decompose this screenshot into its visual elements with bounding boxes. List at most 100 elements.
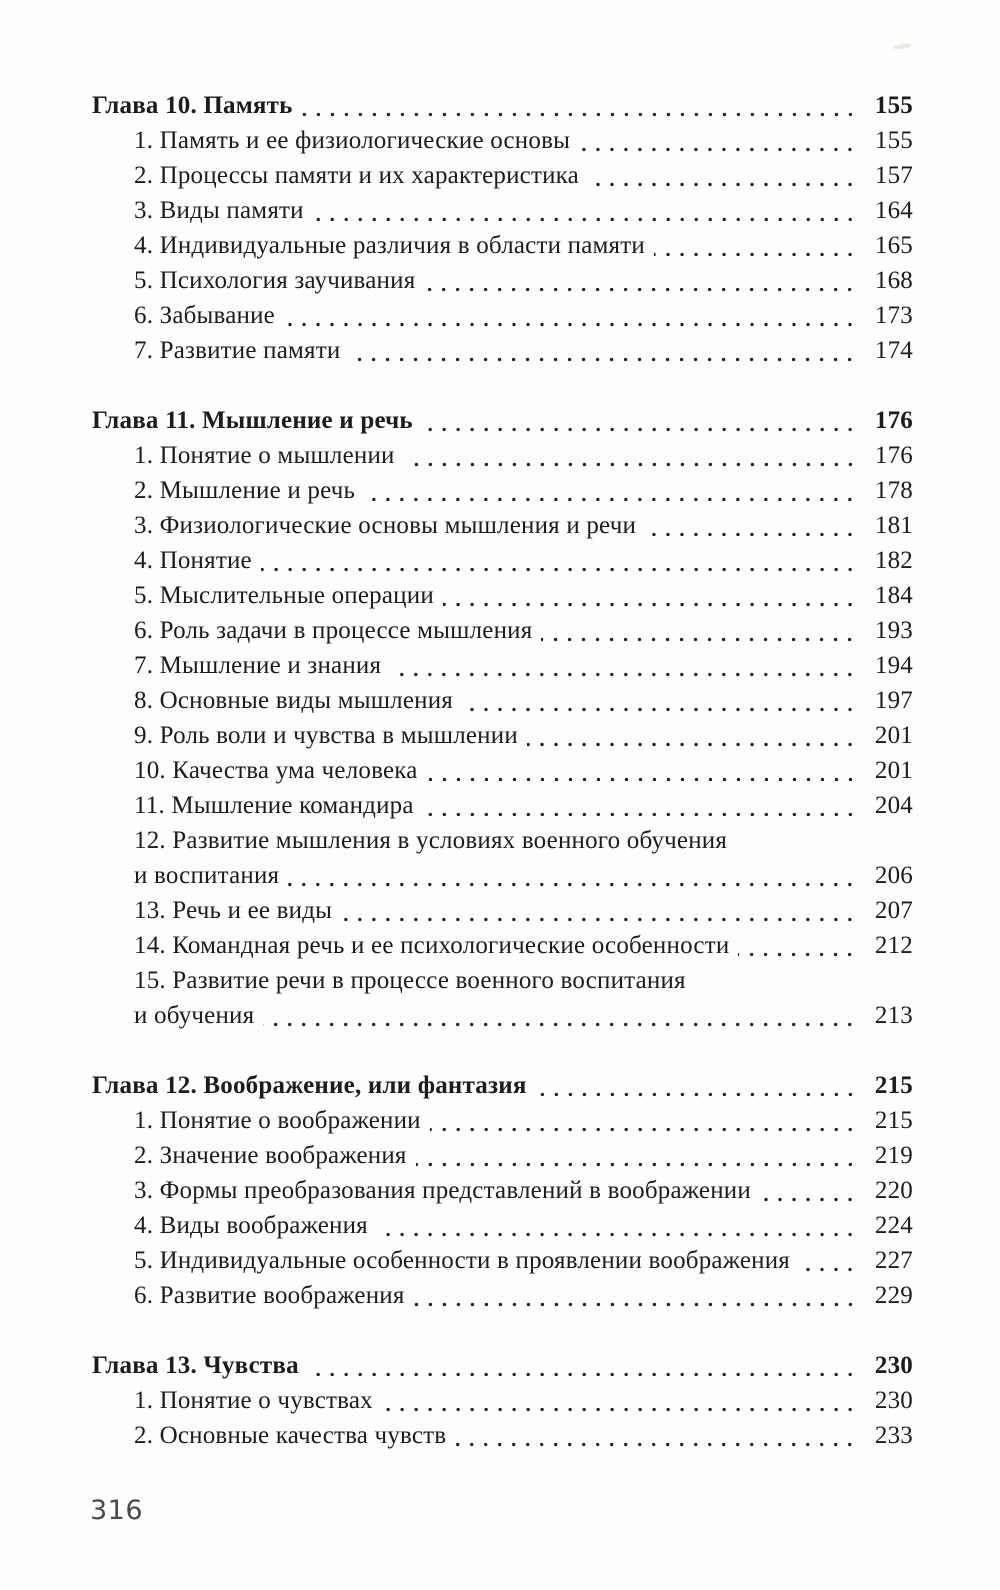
toc-entry-title: 2. Значение воображения [134,1142,407,1169]
scan-artifact [892,42,912,51]
toc-entry-page-number: 230 [874,1387,913,1414]
toc-entry-title: 2. Мышление и речь [134,477,356,504]
toc-entry-title: 7. Развитие памяти [134,337,341,364]
toc-entry-title: 6. Забывание [134,302,275,329]
toc-entry-page-number: 220 [874,1177,913,1204]
toc-chapter-items: 1. Память и ее физиологические основы 155… [92,123,913,368]
toc-entry-page-number: 233 [874,1422,913,1449]
toc-entry-page-number: 193 [874,617,913,644]
dot-leader [349,333,859,368]
toc-chapter-items: 1. Понятие о мышлении 176 2. Мышление и ре… [92,438,913,1033]
toc-entry-row: 9. Роль воли и чувства в мышлении 201 [92,718,913,753]
toc-entry-row: 2. Значение воображения 219 [92,1138,913,1173]
toc-entry-page-number: 176 [874,442,913,469]
toc-entry-row: 14. Командная речь и ее психологические … [92,928,913,963]
toc-entry-page-number: 207 [874,897,913,924]
toc-entry-row: 2. Процессы памяти и их характеристика 15… [92,158,913,193]
toc-entry-title: 6. Роль задачи в процессе мышления [134,617,533,644]
toc-entry-title: 4. Виды воображения [134,1212,368,1239]
toc-entry-page-number: 173 [874,302,913,329]
toc-chapter-heading-row: Глава 10. Память 155 [92,88,913,123]
toc-entry-row: 5. Мыслительные операции 184 [92,578,913,613]
dot-leader [526,718,859,753]
toc-entry-title: 1. Понятие о чувствах [134,1387,373,1414]
toc-entry-page-number: 212 [874,932,913,959]
dot-leader [799,1243,859,1278]
toc-chapter: Глава 12. Воображение, или фантазия 215 1.… [92,1068,913,1313]
toc-entry-row: 13. Речь и ее виды 207 [92,893,913,928]
toc-entry-row: 5. Индивидуальные особенности в проявлен… [92,1243,913,1278]
dot-leader [288,858,859,893]
toc-entry-row: 7. Развитие памяти 174 [92,333,913,368]
toc-entry-page-number: 213 [874,1002,913,1029]
toc-entry-first-line: 15. Развитие речи в процессе военного во… [134,967,686,994]
toc-entry-page-number: 157 [874,162,913,189]
toc-entry-page-number: 201 [874,757,913,784]
toc-chapter-heading-row: Глава 11. Мышление и речь 176 [92,403,913,438]
toc-entry-continuation: и обучения [134,1002,255,1029]
toc-entry-title: 1. Память и ее физиологические основы [134,127,571,154]
toc-entry-page-number: 182 [874,547,913,574]
toc-entry-page-number: 178 [874,477,913,504]
dot-leader [422,788,859,823]
toc-entry-title: 2. Основные качества чувств [134,1422,447,1449]
folio-page-number: 316 [90,1495,144,1526]
toc-entry-page-number: 224 [874,1212,913,1239]
toc-entry-page-number: 219 [874,1142,913,1169]
toc-chapter-heading-row: Глава 13. Чувства 230 [92,1348,913,1383]
toc-chapter-items: 1. Понятие о чувствах 230 2. Основные каче… [92,1383,913,1453]
toc-entry-title: 7. Мышление и знания [134,652,382,679]
dot-leader [579,123,859,158]
toc-entry-row: 8. Основные виды мышления 197 [92,683,913,718]
toc-entry-row: 3. Формы преобразования представлений в … [92,1173,913,1208]
toc-entry-row: 4. Понятие 182 [92,543,913,578]
toc-entry-page-number: 215 [874,1107,913,1134]
toc-entry-page-number: 204 [874,792,913,819]
toc-chapter: Глава 10. Память 155 1. Память и ее физиол… [92,88,913,368]
toc-entry-row: 3. Физиологические основы мышления и реч… [92,508,913,543]
toc-entry-page-number: 229 [874,1282,913,1309]
dot-leader [341,893,859,928]
toc-entry-row: и обучения 213 [92,998,913,1033]
toc-entry-row: 6. Забывание 173 [92,298,913,333]
toc-entry-title: 2. Процессы памяти и их характеристика [134,162,579,189]
toc-entry-title: 5. Мыслительные операции [134,582,434,609]
toc-chapter: Глава 11. Мышление и речь 176 1. Понятие о… [92,403,913,1033]
chapter-page-number: 230 [874,1352,913,1379]
chapter-page-number: 215 [874,1072,913,1099]
toc-entry-page-number: 164 [874,197,913,224]
toc-entry-title: 5. Психология заучивания [134,267,416,294]
toc-entry-title: 4. Индивидуальные различия в области пам… [134,232,645,259]
toc-entry-page-number: 227 [874,1247,913,1274]
chapter-page-number: 155 [874,92,913,119]
toc-entry-page-number: 168 [874,267,913,294]
toc-entry-title: 3. Формы преобразования представлений в … [134,1177,751,1204]
toc-entry-row: 2. Мышление и речь 178 [92,473,913,508]
dot-leader [426,753,859,788]
toc-entry-title: 10. Качества ума человека [134,757,418,784]
chapter-title: Глава 12. Воображение, или фантазия [92,1072,527,1099]
dot-leader [301,88,859,123]
toc-entry-row: 4. Индивидуальные различия в области пам… [92,228,913,263]
toc-entry-title: 6. Развитие воображения [134,1282,405,1309]
dot-leader [364,473,859,508]
dot-leader [541,613,859,648]
dot-leader [738,928,859,963]
dot-leader [415,1138,859,1173]
dot-leader [421,403,859,438]
toc-entry-page-number: 184 [874,582,913,609]
toc-chapter-items: 1. Понятие о воображении 215 2. Значение в… [92,1103,913,1313]
toc-entry-page-number: 201 [874,722,913,749]
dot-leader [535,1068,859,1103]
toc-entry-page-number: 206 [874,862,913,889]
toc-entry-row: 2. Основные качества чувств 233 [92,1418,913,1453]
toc-entry-row: 3. Виды памяти 164 [92,193,913,228]
dot-leader [283,298,859,333]
toc-chapter: Глава 13. Чувства 230 1. Понятие о чувства… [92,1348,913,1453]
dot-leader [645,508,859,543]
toc-chapter-heading-row: Глава 12. Воображение, или фантазия 215 [92,1068,913,1103]
toc-entry-title: 1. Понятие о мышлении [134,442,395,469]
toc-entry-row: 5. Психология заучивания 168 [92,263,913,298]
chapter-page-number: 176 [874,407,913,434]
